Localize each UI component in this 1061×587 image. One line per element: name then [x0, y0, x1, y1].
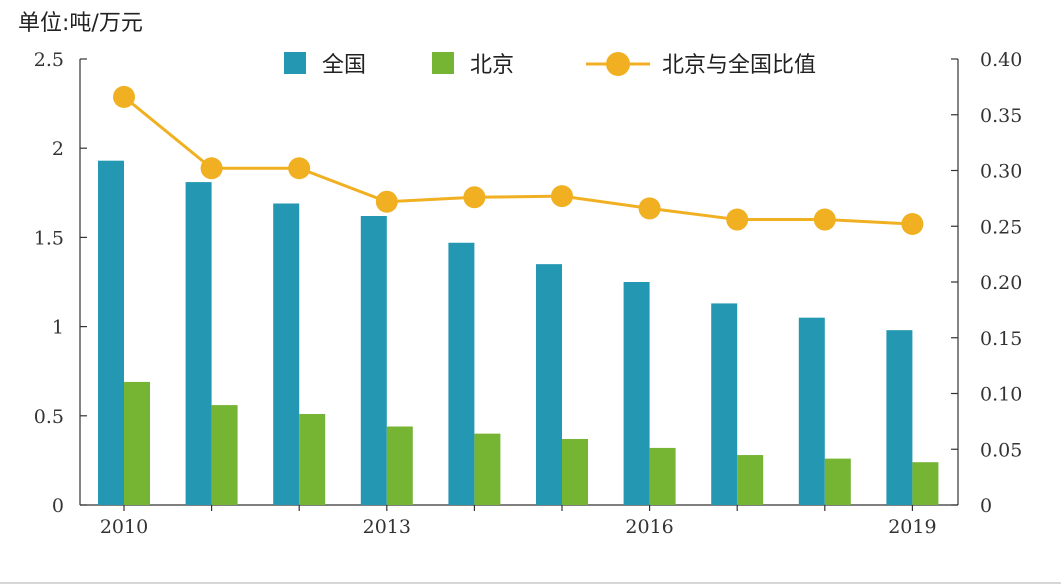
legend-swatch-beijing [432, 52, 454, 74]
x-tick-label: 2013 [363, 516, 411, 538]
x-tick-label: 2010 [100, 516, 148, 538]
unit-label: 单位:吨/万元 [18, 11, 143, 36]
ratio-point [463, 186, 486, 209]
left-tick-label: 0.5 [34, 406, 64, 428]
ratio-polyline [123, 95, 913, 226]
national-bar [536, 264, 562, 505]
beijing-bar [824, 458, 851, 505]
ratio-point [200, 157, 223, 180]
ratio-point [375, 190, 398, 213]
national-bar [273, 203, 300, 505]
right-tick-label: 0.25 [980, 216, 1022, 238]
legend-label-ratio: 北京与全国比值 [662, 53, 816, 78]
legend-label-national: 全国 [322, 53, 366, 78]
national-bar [360, 215, 387, 505]
left-tick-label: 2.5 [34, 49, 64, 71]
right-tick-label: 0.40 [980, 49, 1022, 71]
beijing-bar [124, 381, 150, 505]
national-bar [623, 282, 650, 505]
bars [98, 160, 939, 506]
national-bar [711, 303, 738, 505]
beijing-bar [649, 447, 676, 505]
beijing-bar [386, 426, 413, 505]
ratio-point [551, 185, 573, 208]
beijing-bar [737, 455, 764, 505]
national-bar [886, 330, 913, 505]
beijing-bar [562, 438, 588, 505]
ratio-point [638, 197, 661, 220]
legend-label-beijing: 北京 [470, 53, 514, 78]
right-tick-label: 0.15 [980, 328, 1022, 350]
left-y-axis: 0 0.5 1 1.5 2 2.5 [34, 49, 87, 517]
left-tick-label: 0 [52, 495, 64, 517]
right-tick-label: 0 [980, 495, 992, 517]
national-bar [448, 242, 475, 505]
right-tick-label: 0.10 [980, 384, 1022, 406]
ratio-point [288, 157, 311, 180]
legend-marker-ratio [606, 52, 630, 76]
beijing-bar [912, 462, 939, 505]
x-axis: 2010 2013 2016 2019 [80, 504, 958, 538]
ratio-point [113, 85, 135, 108]
right-tick-label: 0.05 [980, 439, 1022, 461]
national-bar [98, 160, 124, 506]
ratio-point [901, 213, 924, 236]
national-bar [798, 317, 825, 505]
right-tick-label: 0.20 [980, 272, 1022, 294]
legend-swatch-national [284, 52, 306, 74]
beijing-bar [299, 414, 326, 505]
left-tick-label: 1.5 [34, 227, 64, 249]
bottom-divider [0, 582, 1061, 584]
right-y-axis: 0 0.05 0.10 0.15 0.20 0.25 0.30 0.35 0.40 [951, 49, 1022, 517]
national-bar [185, 182, 212, 505]
right-tick-label: 0.30 [980, 161, 1022, 183]
right-tick-label: 0.35 [980, 105, 1022, 127]
ratio-point [813, 208, 836, 231]
ratio-point [726, 208, 749, 231]
left-tick-label: 1 [52, 317, 64, 339]
beijing-bar [211, 405, 238, 505]
ratio-line [113, 85, 924, 236]
beijing-bar [474, 433, 501, 505]
x-tick-label: 2016 [625, 516, 673, 538]
x-tick-label: 2019 [888, 516, 936, 538]
legend: 全国 北京 北京与全国比值 [284, 52, 816, 78]
left-tick-label: 2 [52, 138, 64, 160]
